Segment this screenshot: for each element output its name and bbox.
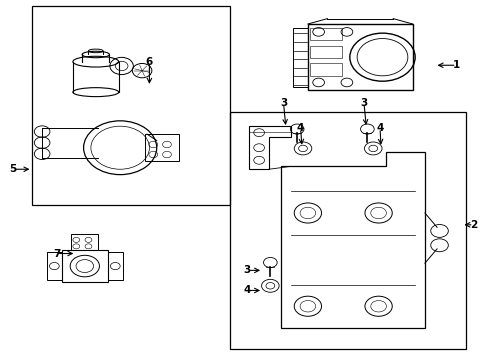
Text: 7: 7 <box>53 248 61 258</box>
Text: 4: 4 <box>296 123 304 133</box>
Text: 4: 4 <box>376 123 383 133</box>
Text: 1: 1 <box>452 60 459 70</box>
Text: 5: 5 <box>9 164 17 174</box>
Text: 2: 2 <box>469 220 476 230</box>
Text: 3: 3 <box>360 98 367 108</box>
Text: 6: 6 <box>145 57 153 67</box>
Text: 3: 3 <box>243 265 250 275</box>
Text: 4: 4 <box>243 285 250 296</box>
Text: 3: 3 <box>279 98 286 108</box>
